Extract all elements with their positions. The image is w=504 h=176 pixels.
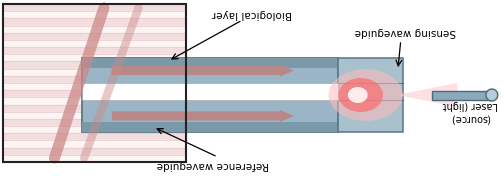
Ellipse shape <box>486 89 498 101</box>
Bar <box>3 112 186 119</box>
Polygon shape <box>397 83 457 107</box>
Bar <box>3 140 186 148</box>
Bar <box>3 4 186 162</box>
FancyArrow shape <box>112 110 294 122</box>
Bar <box>3 18 186 26</box>
Text: Biological layer: Biological layer <box>212 9 292 19</box>
Bar <box>82 122 339 132</box>
Polygon shape <box>82 58 339 132</box>
Bar <box>3 11 186 18</box>
Ellipse shape <box>348 87 367 103</box>
Ellipse shape <box>329 69 403 121</box>
Bar <box>3 69 186 76</box>
Bar <box>3 133 186 140</box>
Bar <box>3 97 186 105</box>
Bar <box>3 126 186 133</box>
Bar <box>3 47 186 54</box>
Text: Laser (light: Laser (light <box>443 100 498 110</box>
Bar <box>339 58 403 132</box>
Bar <box>432 90 492 99</box>
Bar <box>82 58 339 68</box>
Bar <box>3 26 186 33</box>
Bar <box>3 76 186 83</box>
Bar <box>3 4 186 11</box>
FancyArrow shape <box>112 64 294 77</box>
Bar <box>3 61 186 69</box>
Bar <box>3 105 186 112</box>
Text: (source): (source) <box>450 113 490 123</box>
Bar <box>3 90 186 97</box>
Ellipse shape <box>339 78 383 112</box>
Bar <box>3 40 186 47</box>
Bar <box>3 54 186 61</box>
Text: Reference waveguide: Reference waveguide <box>157 160 269 170</box>
Bar <box>82 83 339 100</box>
Bar <box>3 33 186 40</box>
Text: Sensing waveguide: Sensing waveguide <box>355 27 457 37</box>
Bar <box>3 83 186 90</box>
Bar <box>3 119 186 126</box>
Bar <box>3 155 186 162</box>
Bar <box>3 148 186 155</box>
